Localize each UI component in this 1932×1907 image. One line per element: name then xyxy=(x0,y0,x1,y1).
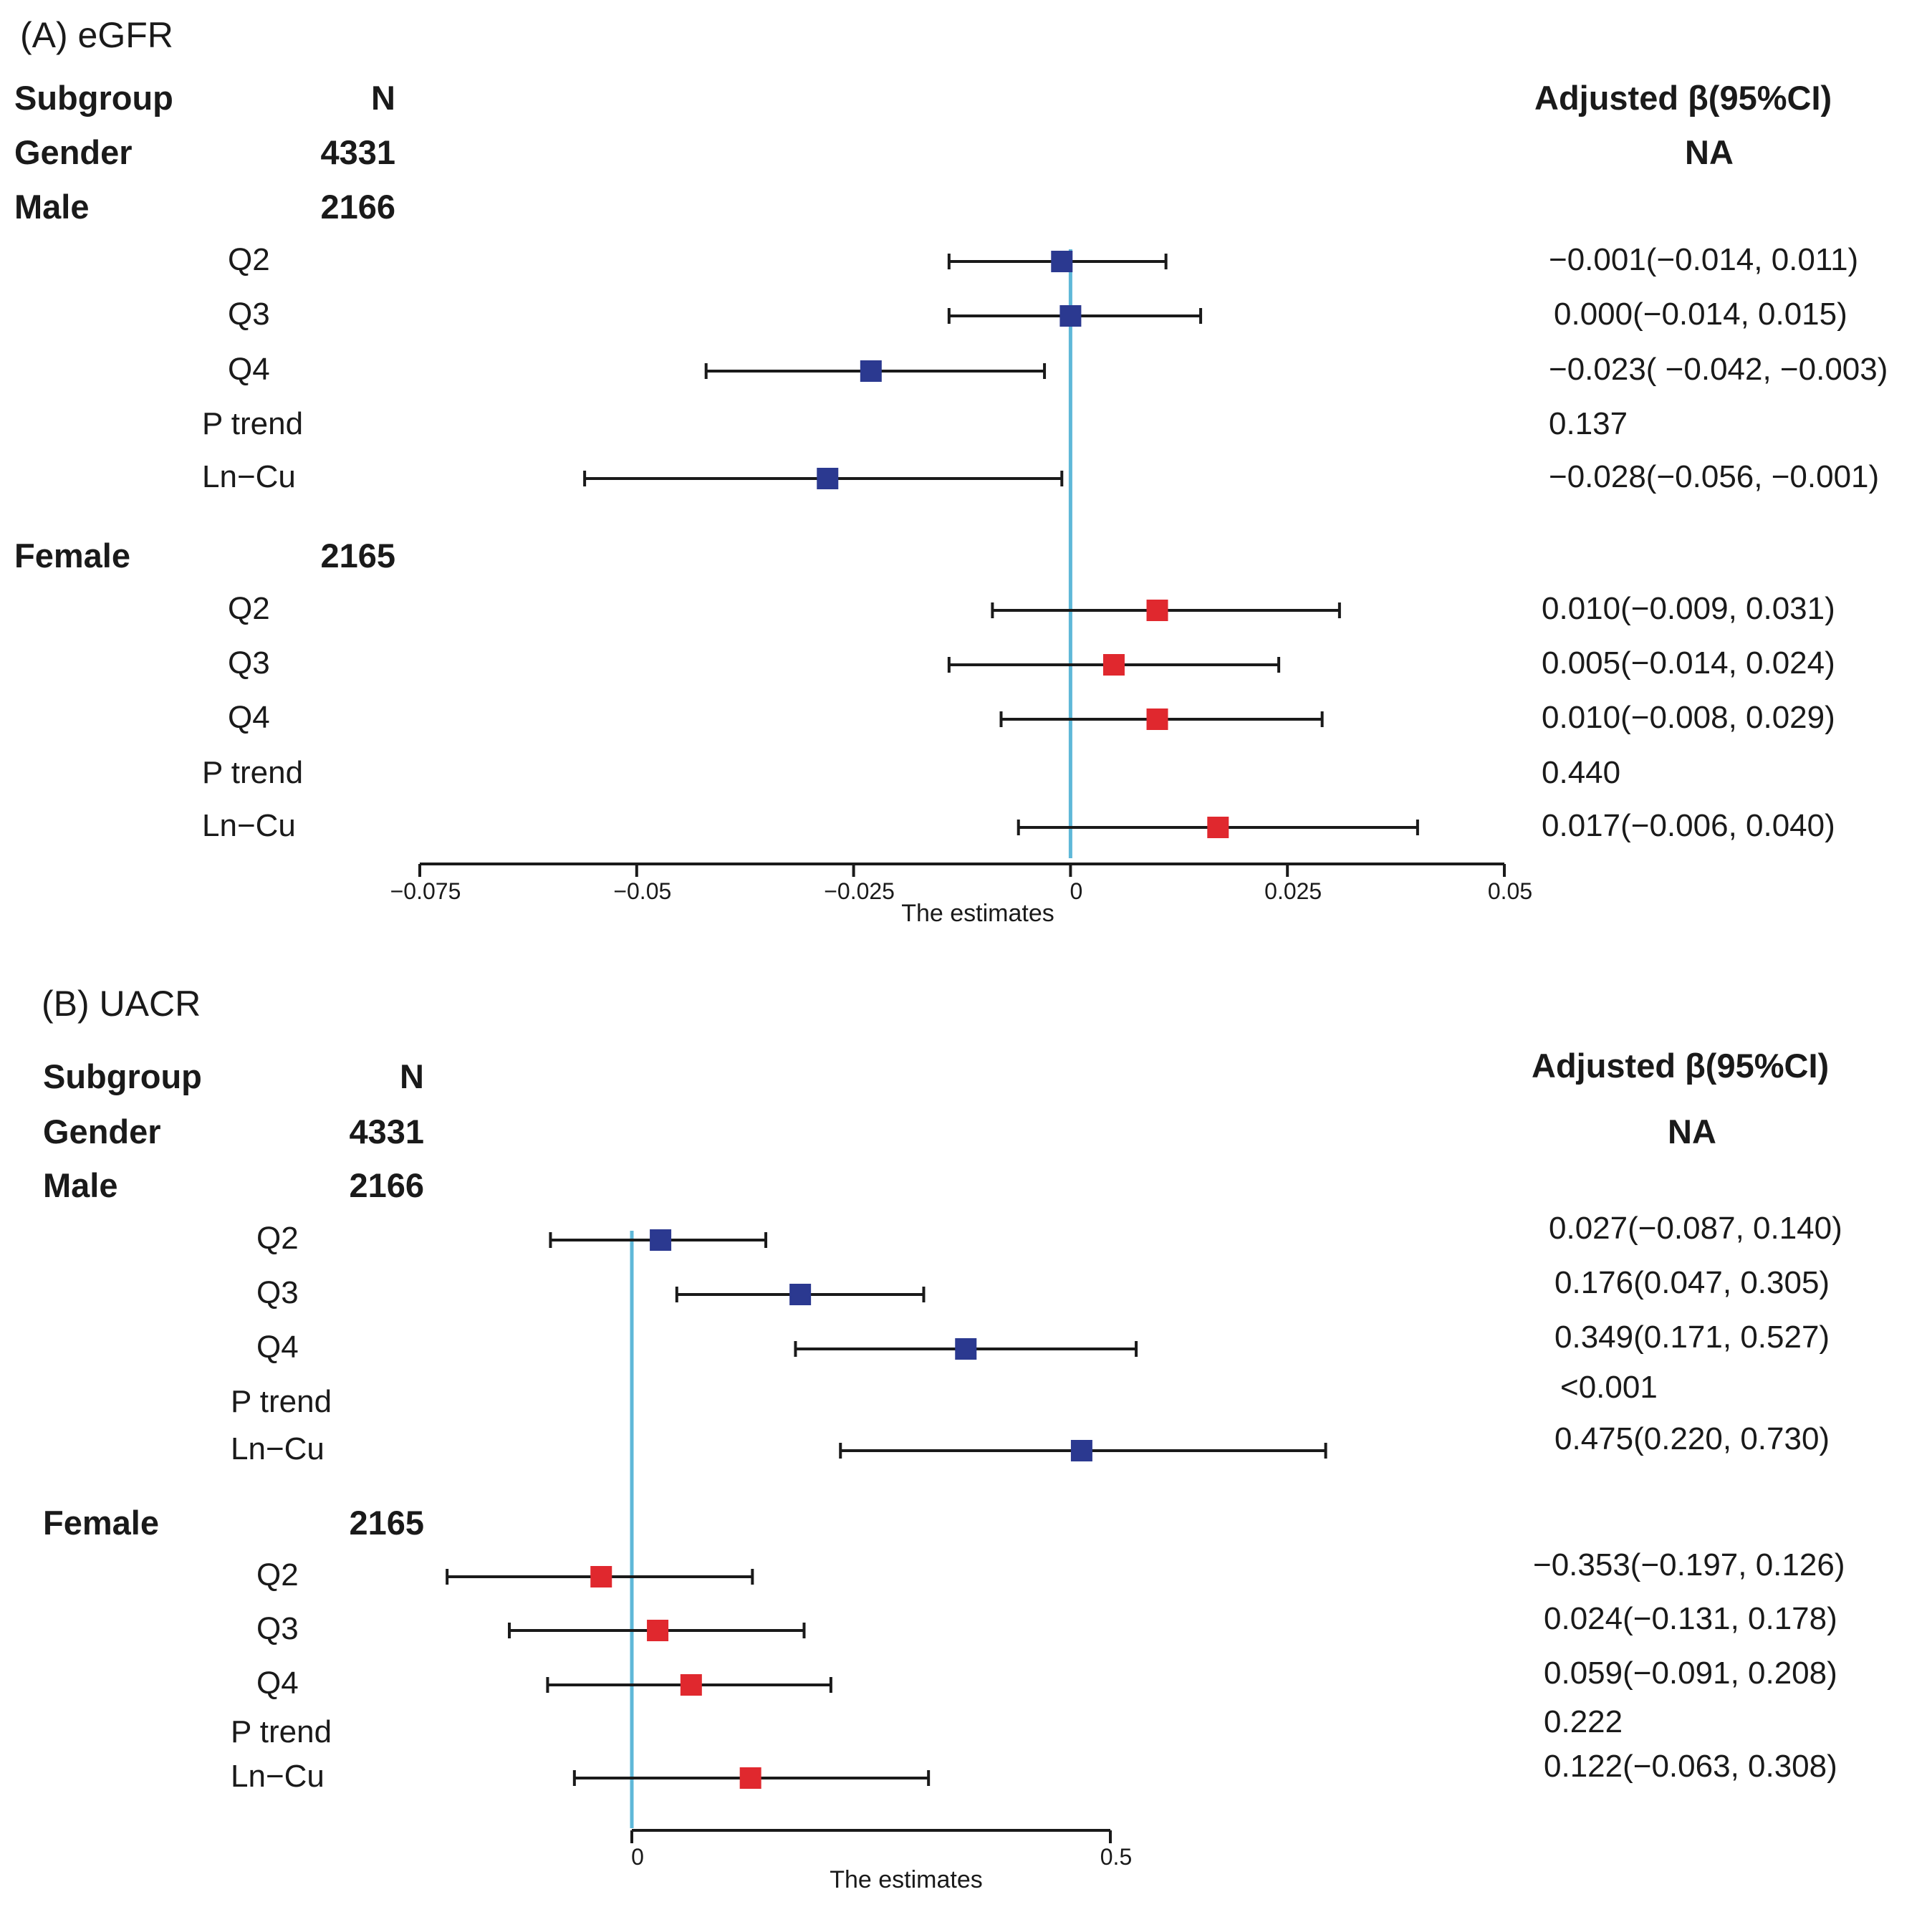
egfr-row-0-n: 4331 xyxy=(320,133,395,171)
uacr-panel-title: (B) UACR xyxy=(42,984,201,1024)
uacr-row-9-estimate-marker xyxy=(647,1620,669,1641)
uacr-row-4-label: Q4 xyxy=(256,1330,299,1365)
egfr-row-12-estimate-marker xyxy=(1207,817,1229,838)
uacr-header-subgroup: Subgroup xyxy=(43,1057,202,1095)
egfr-row-11-ci-text: 0.440 xyxy=(1542,755,1621,790)
uacr-row-12-ci-text: 0.122(−0.063, 0.308) xyxy=(1544,1749,1837,1784)
uacr-row-12-estimate-marker xyxy=(739,1767,761,1789)
uacr-row-2-ci-text: 0.027(−0.087, 0.140) xyxy=(1549,1211,1842,1246)
egfr-x-tick-label-5: 0.05 xyxy=(1487,878,1533,904)
uacr-row-8-estimate-marker xyxy=(590,1566,612,1587)
egfr-row-1-label: Male xyxy=(14,188,90,226)
uacr-row-4-ci-text: 0.349(0.171, 0.527) xyxy=(1554,1320,1830,1355)
uacr-row-8-ci-text: −0.353(−0.197, 0.126) xyxy=(1533,1547,1845,1582)
egfr-header-subgroup: Subgroup xyxy=(14,79,173,117)
egfr-row-12-ci-text: 0.017(−0.006, 0.040) xyxy=(1542,808,1835,843)
egfr-panel-title: (A) eGFR xyxy=(20,15,173,55)
egfr-row-5-label: P trend xyxy=(202,406,304,441)
egfr-row-7-label: Female xyxy=(14,537,130,575)
uacr-row-3-ci-text: 0.176(0.047, 0.305) xyxy=(1554,1265,1830,1300)
uacr-row-0-n: 4331 xyxy=(349,1113,424,1151)
egfr-header-estimate: Adjusted β(95%CI) xyxy=(1534,79,1832,117)
egfr-row-12-label: Ln−Cu xyxy=(202,808,296,843)
uacr-row-3-label: Q3 xyxy=(256,1275,299,1310)
uacr-row-10-estimate-marker xyxy=(680,1674,702,1696)
egfr-header-n: N xyxy=(371,79,395,117)
egfr-x-tick-label-2: −0.025 xyxy=(824,878,895,904)
uacr-row-6-estimate-marker xyxy=(1070,1440,1092,1461)
egfr-row-4-estimate-marker xyxy=(860,360,882,382)
egfr-row-3-estimate-marker xyxy=(1059,305,1082,327)
egfr-row-10-label: Q4 xyxy=(228,700,270,735)
egfr-row-6-ci-text: −0.028(−0.056, −0.001) xyxy=(1549,459,1880,494)
uacr-row-12-label: Ln−Cu xyxy=(231,1759,325,1794)
uacr-row-8-label: Q2 xyxy=(256,1557,299,1593)
egfr-row-4-label: Q4 xyxy=(228,352,270,387)
egfr-row-3-ci-text: 0.000(−0.014, 0.015) xyxy=(1554,297,1847,332)
egfr-row-2-label: Q2 xyxy=(228,242,270,277)
egfr-row-6-estimate-marker xyxy=(817,468,839,489)
uacr-row-1-label: Male xyxy=(43,1166,118,1204)
egfr-row-8-estimate-marker xyxy=(1146,600,1168,621)
uacr-header-estimate: Adjusted β(95%CI) xyxy=(1532,1047,1830,1085)
uacr-row-11-ci-text: 0.222 xyxy=(1544,1704,1623,1739)
egfr-row-8-label: Q2 xyxy=(228,591,270,626)
egfr-row-10-estimate-marker xyxy=(1146,708,1168,730)
egfr-row-5-ci-text: 0.137 xyxy=(1549,406,1628,441)
uacr-row-11-label: P trend xyxy=(231,1714,332,1749)
uacr-x-axis-label: The estimates xyxy=(830,1866,983,1893)
uacr-row-5-label: P trend xyxy=(231,1384,332,1419)
uacr-row-1-n: 2166 xyxy=(349,1166,424,1204)
uacr-row-0-label: Gender xyxy=(43,1113,161,1151)
egfr-row-9-ci-text: 0.005(−0.014, 0.024) xyxy=(1542,645,1835,681)
egfr-row-2-estimate-marker xyxy=(1051,251,1073,272)
egfr-x-tick-label-4: 0.025 xyxy=(1264,878,1322,904)
uacr-row-6-ci-text: 0.475(0.220, 0.730) xyxy=(1554,1421,1830,1456)
egfr-row-11-label: P trend xyxy=(202,755,304,790)
uacr-row-9-ci-text: 0.024(−0.131, 0.178) xyxy=(1544,1601,1837,1636)
egfr-row-6-label: Ln−Cu xyxy=(202,459,296,494)
egfr-row-9-label: Q3 xyxy=(228,645,270,681)
egfr-x-tick-label-3: 0 xyxy=(1070,878,1083,904)
uacr-x-tick-label-0: 0 xyxy=(631,1844,644,1870)
uacr-row-2-estimate-marker xyxy=(650,1229,672,1251)
egfr-row-2-ci-text: −0.001(−0.014, 0.011) xyxy=(1549,242,1859,277)
egfr-row-4-ci-text: −0.023( −0.042, −0.003) xyxy=(1549,352,1888,387)
egfr-row-7-n: 2165 xyxy=(320,537,395,575)
egfr-row-3-label: Q3 xyxy=(228,297,270,332)
uacr-row-7-n: 2165 xyxy=(349,1504,424,1542)
uacr-row-10-ci-text: 0.059(−0.091, 0.208) xyxy=(1544,1656,1837,1691)
uacr-row-3-estimate-marker xyxy=(789,1284,812,1305)
uacr-row-9-label: Q3 xyxy=(256,1611,299,1646)
egfr-row-10-ci-text: 0.010(−0.008, 0.029) xyxy=(1542,700,1835,735)
uacr-x-tick-label-1: 0.5 xyxy=(1100,1844,1133,1870)
uacr-header-n: N xyxy=(400,1057,424,1095)
egfr-row-0-ci-text: NA xyxy=(1685,133,1734,171)
uacr-row-5-ci-text: <0.001 xyxy=(1560,1370,1658,1405)
egfr-row-0-label: Gender xyxy=(14,133,133,171)
egfr-x-tick-label-0: −0.075 xyxy=(390,878,461,904)
egfr-row-9-estimate-marker xyxy=(1102,654,1125,676)
uacr-row-4-estimate-marker xyxy=(955,1338,977,1360)
uacr-row-2-label: Q2 xyxy=(256,1221,299,1256)
uacr-row-6-label: Ln−Cu xyxy=(231,1431,325,1466)
uacr-row-10-label: Q4 xyxy=(256,1666,299,1701)
uacr-row-7-label: Female xyxy=(43,1504,159,1542)
egfr-x-tick-label-1: −0.05 xyxy=(613,878,672,904)
egfr-row-8-ci-text: 0.010(−0.009, 0.031) xyxy=(1542,591,1835,626)
egfr-row-1-n: 2166 xyxy=(320,188,395,226)
egfr-x-axis-label: The estimates xyxy=(901,900,1054,927)
uacr-row-0-ci-text: NA xyxy=(1668,1113,1716,1151)
